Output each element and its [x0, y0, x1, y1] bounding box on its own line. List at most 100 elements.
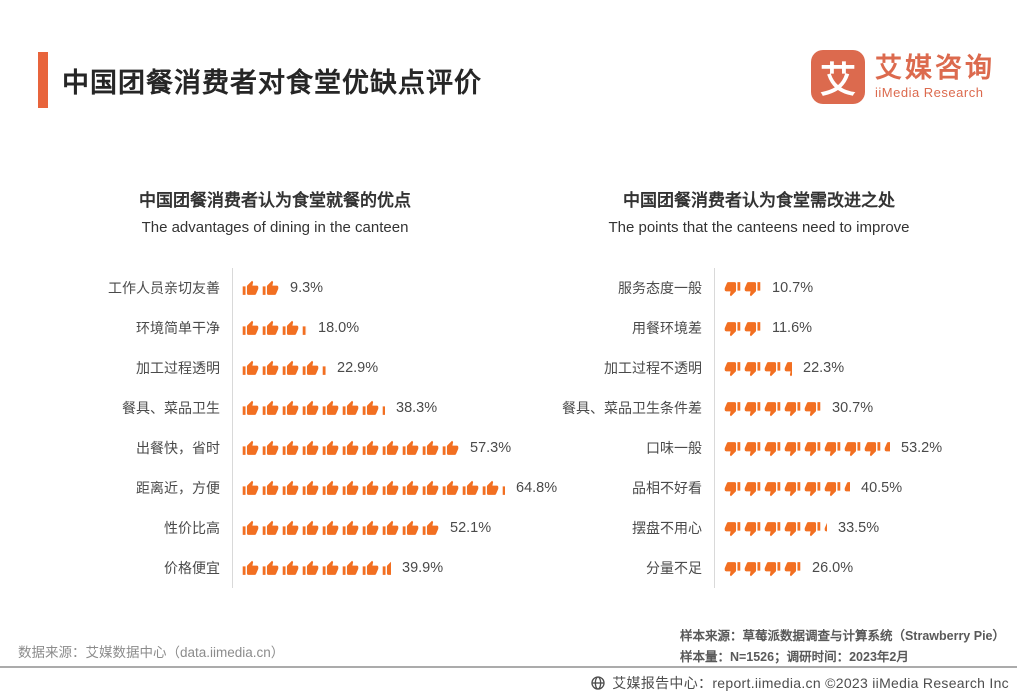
thumbs-down-icon [764, 481, 781, 496]
chart-row: 出餐快，省时 57.3% [50, 428, 511, 468]
row-value: 26.0% [812, 560, 854, 576]
icon-bar: 53.2% [714, 428, 998, 468]
chart-row: 口味一般 53.2% [520, 428, 998, 468]
thumbs-down-icon [804, 441, 821, 456]
panel-improvements: 中国团餐消费者认为食堂需改进之处 The points that the can… [520, 186, 998, 588]
footer-divider [0, 666, 1017, 668]
title-accent-bar [38, 52, 48, 108]
thumbs-down-icon [804, 401, 821, 416]
icon-bar: 40.5% [714, 468, 998, 508]
thumbs-up-icon [442, 480, 459, 495]
thumbs-up-icon [422, 480, 439, 495]
thumbs-down-icon [744, 361, 761, 376]
thumbs-up-icon [482, 480, 499, 495]
thumbs-up-icon [282, 440, 299, 455]
thumbs-up-icon [242, 440, 259, 455]
chart-row: 摆盘不用心 33.5% [520, 508, 998, 548]
thumbs-up-icon [282, 320, 299, 335]
row-label: 品相不好看 [632, 480, 702, 496]
row-value: 64.8% [516, 480, 558, 496]
row-label: 摆盘不用心 [632, 520, 702, 536]
thumbs-down-icon [784, 561, 801, 576]
footer-text: 艾媒报告中心：report.iimedia.cn ©2023 iiMedia R… [612, 675, 1009, 691]
thumbs-up-icon [362, 520, 379, 535]
row-label: 价格便宜 [164, 560, 220, 576]
charts-area: 中国团餐消费者认为食堂就餐的优点 The advantages of dinin… [0, 186, 1017, 588]
row-label: 性价比高 [164, 520, 220, 536]
thumbs-up-icon [242, 320, 259, 335]
thumbs-up-icon [402, 520, 419, 535]
header: 中国团餐消费者对食堂优缺点评价 [38, 52, 482, 108]
page-title: 中国团餐消费者对食堂优缺点评价 [62, 67, 482, 98]
thumbs-up-icon [282, 560, 299, 575]
panel-title-cn: 中国团餐消费者认为食堂就餐的优点 [139, 191, 411, 210]
icon-bar: 22.3% [714, 348, 998, 388]
thumbs-down-icon [784, 481, 801, 496]
thumbs-up-icon [262, 440, 279, 455]
chart-row: 品相不好看 40.5% [520, 468, 998, 508]
thumbs-up-icon [362, 560, 379, 575]
thumbs-up-icon [342, 480, 359, 495]
row-value: 52.1% [450, 520, 492, 536]
thumbs-up-icon [342, 560, 359, 575]
thumbs-up-icon [382, 405, 385, 415]
panel-advantages: 中国团餐消费者认为食堂就餐的优点 The advantages of dinin… [50, 186, 557, 588]
thumbs-down-icon [784, 441, 801, 456]
icon-bar: 39.9% [232, 548, 500, 588]
row-label: 环境简单干净 [136, 320, 220, 336]
thumbs-up-icon [422, 520, 439, 535]
chart-row: 工作人员亲切友善 9.3% [50, 268, 500, 308]
thumbs-down-icon [804, 481, 821, 496]
panel-title-cn: 中国团餐消费者认为食堂需改进之处 [623, 191, 895, 210]
row-label: 工作人员亲切友善 [108, 280, 220, 296]
thumbs-up-icon [262, 360, 279, 375]
thumbs-up-icon [262, 520, 279, 535]
thumbs-up-icon [282, 400, 299, 415]
sample-source-note: 样本来源：草莓派数据调查与计算系统（Strawberry Pie） [679, 629, 1005, 643]
thumbs-down-icon [764, 561, 781, 576]
row-label: 加工过程不透明 [604, 360, 702, 376]
chart-row: 用餐环境差 11.6% [520, 308, 998, 348]
row-value: 39.9% [402, 560, 444, 576]
thumbs-up-icon [302, 360, 319, 375]
thumbs-up-icon [302, 560, 319, 575]
thumbs-down-icon [724, 321, 741, 336]
thumbs-up-icon [402, 440, 419, 455]
icon-bar: 11.6% [714, 308, 998, 348]
partial-thumbs-up-icon [382, 560, 391, 577]
thumbs-up-icon [302, 325, 307, 335]
thumbs-up-icon [282, 360, 299, 375]
iimedia-logo-icon: 艾 [811, 50, 865, 104]
icon-bar: 52.1% [232, 508, 500, 548]
panel-subtitle-en: The advantages of dining in the canteen [141, 219, 409, 236]
icon-bar: 33.5% [714, 508, 998, 548]
thumbs-up-icon [342, 400, 359, 415]
icon-bar: 22.9% [232, 348, 500, 388]
thumbs-up-icon [282, 480, 299, 495]
thumbs-up-icon [322, 480, 339, 495]
partial-thumbs-up-icon [322, 360, 326, 377]
row-value: 53.2% [901, 440, 943, 456]
row-value: 22.9% [337, 360, 379, 376]
icon-bar: 38.3% [232, 388, 500, 428]
row-value: 22.3% [803, 360, 845, 376]
thumbs-up-icon [282, 520, 299, 535]
thumbs-down-icon [724, 441, 741, 456]
row-label: 餐具、菜品卫生条件差 [562, 400, 702, 416]
partial-thumbs-down-icon [884, 440, 890, 457]
thumbs-down-icon [744, 281, 761, 296]
data-source-note: 数据来源：艾媒数据中心（data.iimedia.cn） [18, 645, 285, 660]
chart-row: 距离近，方便 64.8% [50, 468, 557, 508]
icon-bar: 26.0% [714, 548, 998, 588]
thumbs-down-icon [724, 521, 741, 536]
chart-row: 环境简单干净 18.0% [50, 308, 500, 348]
thumbs-up-icon [382, 440, 399, 455]
thumbs-up-icon [302, 520, 319, 535]
thumbs-down-icon [744, 401, 761, 416]
sample-notes: 样本来源：草莓派数据调查与计算系统（Strawberry Pie） 样本量：N=… [680, 626, 1005, 668]
thumbs-up-icon [382, 561, 391, 575]
thumbs-up-icon [362, 440, 379, 455]
partial-thumbs-down-icon [784, 360, 792, 377]
thumbs-up-icon [402, 480, 419, 495]
